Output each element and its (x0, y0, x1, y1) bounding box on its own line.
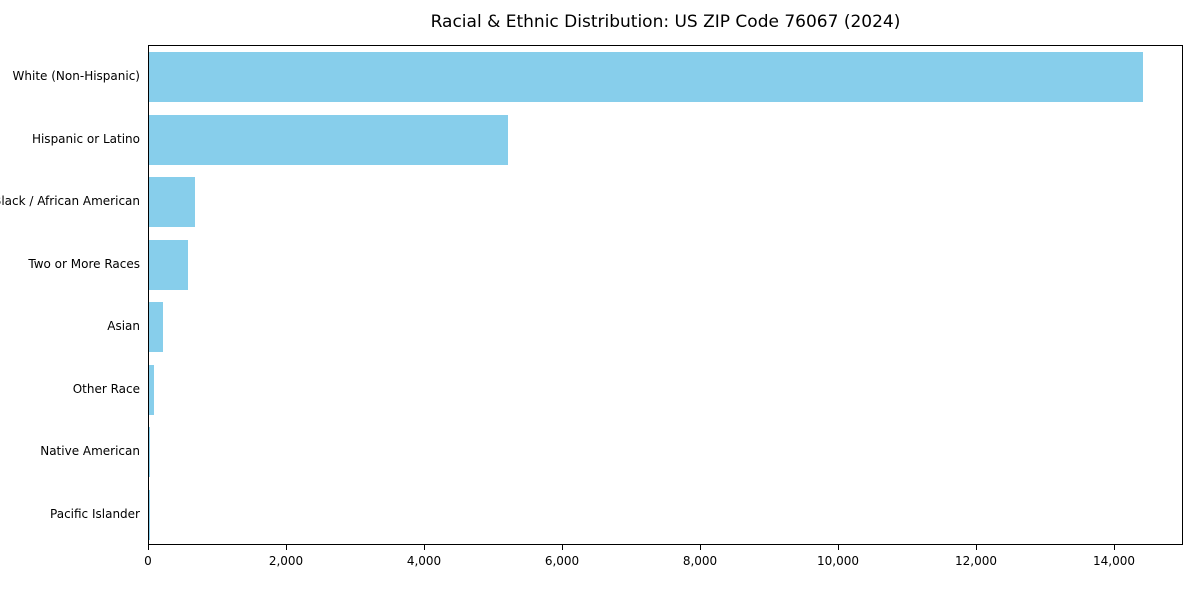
plot-area (148, 45, 1183, 545)
y-tick-label: Asian (107, 319, 140, 334)
x-tick-mark (148, 545, 149, 550)
x-tick-mark (838, 545, 839, 550)
x-tick-label: 12,000 (955, 554, 997, 568)
x-tick-label: 8,000 (682, 554, 718, 568)
bar-other-race (149, 364, 154, 415)
x-tick-label: 0 (144, 554, 152, 568)
bar-white-non-hispanic (149, 52, 1143, 103)
y-tick-label: White (Non-Hispanic) (12, 69, 140, 84)
x-tick-label: 14,000 (1093, 554, 1135, 568)
bar-two-or-more-races (149, 239, 189, 290)
x-tick-mark (1114, 545, 1115, 550)
x-tick-label: 2,000 (268, 554, 304, 568)
x-tick-label: 6,000 (544, 554, 580, 568)
x-tick-mark (424, 545, 425, 550)
x-tick-mark (562, 545, 563, 550)
x-axis: 0 2,000 4,000 6,000 8,000 10,000 12,000 14,000 (144, 545, 1183, 585)
x-tick-mark (976, 545, 977, 550)
y-tick-label: Two or More Races (28, 256, 140, 271)
y-tick-label: Hispanic or Latino (31, 131, 140, 146)
x-tick-mark (286, 545, 287, 550)
y-tick-label: Pacific Islander (50, 506, 140, 521)
chart-title: Racial & Ethnic Distribution: US ZIP Cod… (430, 12, 901, 32)
bar-asian (149, 302, 163, 353)
y-tick-label: Black / African American (0, 194, 140, 209)
x-tick-mark (700, 545, 701, 550)
y-axis-labels: White (Non-Hispanic) Hispanic or Latino Bl… (0, 45, 140, 545)
y-tick-label: Native American (40, 444, 140, 459)
x-tick-label: 4,000 (406, 554, 442, 568)
x-tick-label: 10,000 (817, 554, 859, 568)
bar-hispanic-or-latino (149, 114, 508, 165)
bar-native-american (149, 427, 151, 478)
y-tick-label: Other Race (72, 381, 140, 396)
bar-black-african-american (149, 177, 196, 228)
